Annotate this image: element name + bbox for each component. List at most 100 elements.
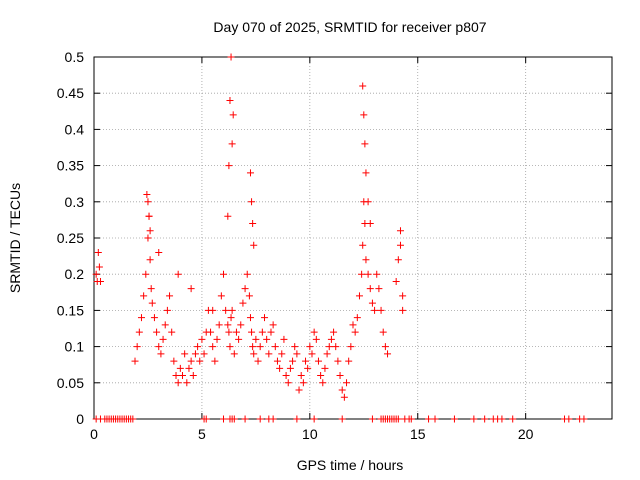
data-point (245, 292, 253, 300)
data-point (217, 292, 225, 300)
data-point (220, 270, 227, 278)
data-point (137, 314, 145, 322)
data-point (228, 306, 236, 314)
data-point (241, 415, 249, 423)
data-point (178, 372, 186, 380)
data-point (282, 372, 290, 380)
data-point (174, 379, 182, 387)
data-point (332, 343, 340, 351)
data-point (319, 379, 327, 387)
y-tick-label: 0.4 (65, 121, 85, 137)
data-point (509, 415, 517, 423)
data-point (159, 335, 167, 343)
data-point (394, 256, 402, 264)
data-point (371, 306, 379, 314)
data-point (381, 343, 389, 351)
data-point (225, 328, 233, 336)
data-point (183, 379, 191, 387)
data-point (96, 277, 104, 285)
data-point (317, 372, 325, 380)
data-point (349, 321, 357, 329)
data-point (166, 292, 174, 300)
data-point (145, 212, 153, 220)
data-point (248, 328, 256, 336)
data-point (174, 270, 182, 278)
data-point (172, 372, 180, 380)
data-point (330, 328, 338, 336)
x-tick-label: 0 (90, 426, 98, 442)
data-point (225, 162, 233, 170)
y-tick-label: 0.45 (57, 85, 84, 101)
data-point (129, 415, 137, 423)
data-point (143, 191, 151, 199)
data-point (498, 415, 506, 423)
data-point (131, 357, 139, 365)
data-point (295, 386, 303, 394)
data-point (250, 241, 258, 249)
data-point (299, 379, 307, 387)
axis-layer: 0 0.05 0.1 0.15 0.2 0.25 0.3 0.35 0.4 0.45 0.5 0 5 10… (57, 49, 613, 442)
data-point (293, 350, 301, 358)
data-point (243, 270, 251, 278)
data-point (202, 415, 210, 423)
data-point (176, 364, 184, 372)
data-point (144, 198, 152, 206)
data-point (235, 335, 243, 343)
data-point (222, 306, 230, 314)
data-point (249, 343, 257, 351)
y-tick-label: 0.15 (57, 302, 84, 318)
y-tick-label: 0.2 (65, 266, 85, 282)
data-point (304, 364, 312, 372)
y-tick-label: 0.25 (57, 230, 84, 246)
data-point (271, 343, 279, 351)
data-point (364, 270, 372, 278)
data-point (289, 357, 297, 365)
data-point (200, 350, 208, 358)
data-point (135, 328, 143, 336)
data-point (310, 415, 318, 423)
data-point (226, 343, 234, 351)
data-point (209, 306, 217, 314)
data-point (345, 357, 353, 365)
data-point (375, 285, 383, 293)
data-point (302, 357, 310, 365)
data-point (334, 357, 342, 365)
data-point (155, 248, 163, 256)
data-point (340, 393, 348, 401)
data-point (364, 198, 372, 206)
data-point (280, 335, 288, 343)
data-point (361, 140, 369, 148)
data-point (373, 270, 381, 278)
data-point (227, 53, 235, 61)
data-point (153, 328, 161, 336)
data-point (246, 314, 254, 322)
data-point (394, 415, 402, 423)
data-point (355, 292, 363, 300)
data-point (366, 285, 374, 293)
data-point (291, 343, 299, 351)
data-point (256, 415, 264, 423)
data-point (308, 350, 316, 358)
data-point (211, 357, 219, 365)
data-point (293, 415, 301, 423)
data-point (189, 372, 197, 380)
data-point (269, 321, 277, 329)
y-tick-label: 0.05 (57, 375, 84, 391)
data-point (351, 328, 359, 336)
data-point (163, 306, 171, 314)
data-point (327, 335, 335, 343)
data-point (325, 343, 333, 351)
data-point (377, 306, 385, 314)
data-point (261, 314, 269, 322)
data-point (431, 415, 439, 423)
data-point (396, 227, 404, 235)
data-point (336, 372, 344, 380)
data-point (450, 415, 458, 423)
data-point (273, 357, 281, 365)
data-point (147, 285, 155, 293)
data-point (209, 343, 217, 351)
data-point (92, 270, 100, 278)
y-tick-label: 0 (76, 411, 84, 427)
